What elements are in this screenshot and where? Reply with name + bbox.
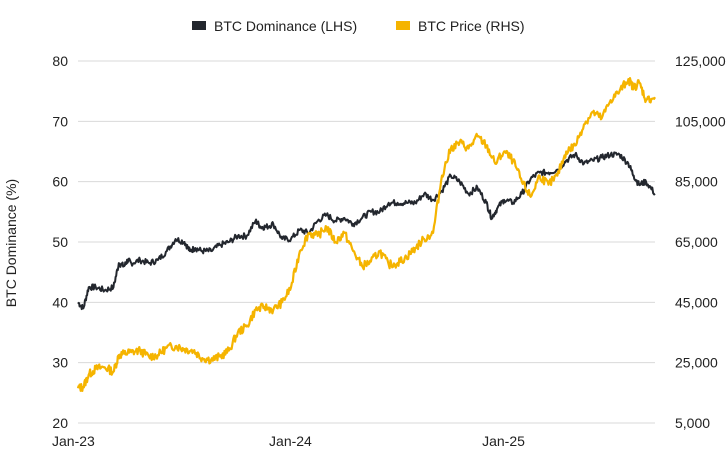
- legend: BTC Dominance (LHS) BTC Price (RHS): [192, 18, 525, 34]
- left-tick-label: 80: [52, 53, 68, 69]
- left-axis-ticks: 20 30 40 50 60 70 80: [52, 53, 68, 431]
- right-tick-label: 65,000: [675, 234, 718, 250]
- series: [76, 77, 656, 392]
- left-tick-label: 50: [52, 234, 68, 250]
- legend-swatch: [396, 21, 410, 30]
- y-axis-title: BTC Dominance (%): [3, 179, 19, 307]
- right-tick-label: 45,000: [675, 294, 718, 310]
- btc-dominance-line: [77, 151, 656, 311]
- x-tick-label: Jan-24: [269, 433, 312, 449]
- legend-swatch: [192, 21, 206, 30]
- gridlines: [78, 60, 655, 424]
- right-tick-label: 105,000: [675, 113, 726, 129]
- right-axis-ticks: 5,000 25,000 45,000 65,000 85,000 105,000 125,…: [675, 53, 726, 431]
- x-axis-ticks: Jan-23 Jan-24 Jan-25: [52, 433, 525, 449]
- left-tick-label: 30: [52, 355, 68, 371]
- btc-price-line: [76, 77, 656, 392]
- right-tick-label: 5,000: [675, 415, 710, 431]
- left-tick-label: 60: [52, 174, 68, 190]
- x-tick-label: Jan-23: [52, 433, 95, 449]
- left-tick-label: 20: [52, 415, 68, 431]
- legend-label: BTC Price (RHS): [418, 18, 525, 34]
- x-tick-label: Jan-25: [482, 433, 525, 449]
- left-tick-label: 70: [52, 113, 68, 129]
- right-tick-label: 85,000: [675, 174, 718, 190]
- right-tick-label: 25,000: [675, 355, 718, 371]
- legend-label: BTC Dominance (LHS): [214, 18, 357, 34]
- right-tick-label: 125,000: [675, 53, 726, 69]
- left-tick-label: 40: [52, 294, 68, 310]
